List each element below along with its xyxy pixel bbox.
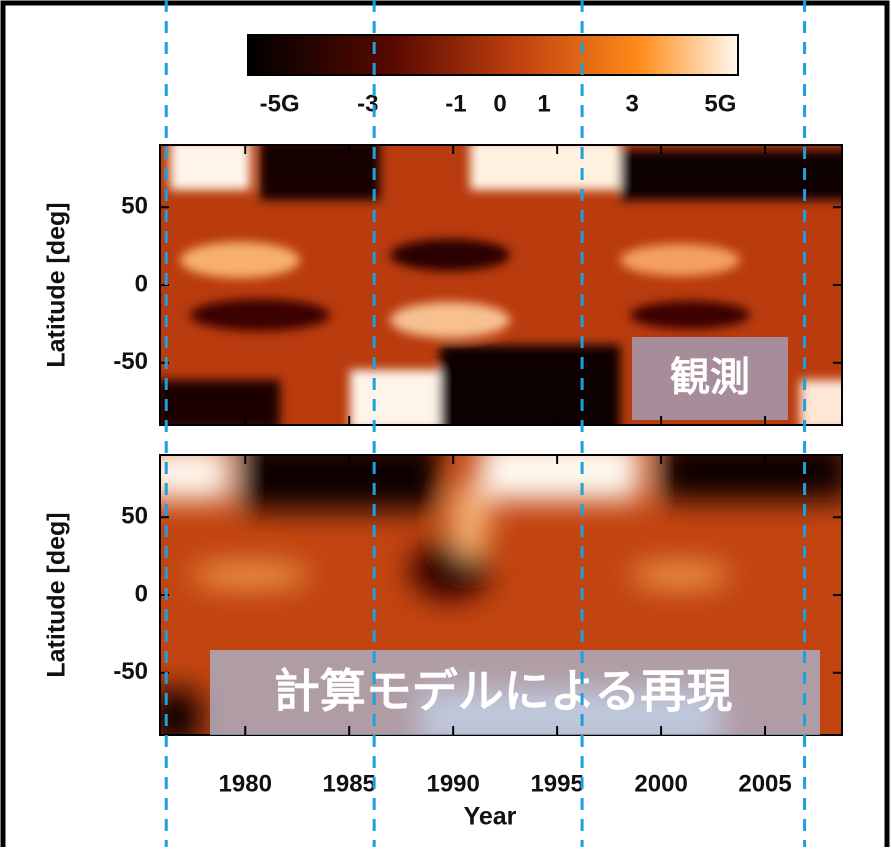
annotation: 計算モデルによる再現 (274, 665, 733, 717)
x-tick-label: 1985 (323, 770, 376, 797)
colorbar-tick-label: 3 (626, 90, 639, 117)
y-tick-label: 50 (121, 503, 148, 530)
y-tick-label: 0 (135, 270, 148, 297)
annotation: 観測 (670, 356, 750, 400)
y-tick-label: 0 (135, 580, 148, 607)
x-tick-label: 1995 (530, 770, 583, 797)
colorbar-tick-label: -5G (260, 90, 300, 117)
y-axis-label: Latitude [deg] (43, 202, 71, 367)
colorbar-tick-label: -1 (445, 90, 466, 117)
colorbar-tick-label: 5G (704, 90, 736, 117)
x-axis-label: Year (464, 803, 517, 831)
y-tick-label: 50 (121, 193, 148, 220)
annotation-box (210, 650, 820, 735)
colorbar-tick-label: 0 (493, 90, 506, 117)
annotation-box (632, 337, 788, 420)
y-axis-label: Latitude [deg] (43, 512, 71, 677)
y-tick-label: -50 (113, 348, 148, 375)
x-tick-label: 1980 (219, 770, 272, 797)
observed-map (160, 145, 842, 425)
x-tick-label: 2000 (634, 770, 687, 797)
y-tick-label: -50 (113, 658, 148, 685)
colorbar (247, 34, 739, 76)
x-tick-label: 1990 (426, 770, 479, 797)
x-tick-label: 2005 (738, 770, 791, 797)
colorbar-tick-label: 1 (537, 90, 550, 117)
